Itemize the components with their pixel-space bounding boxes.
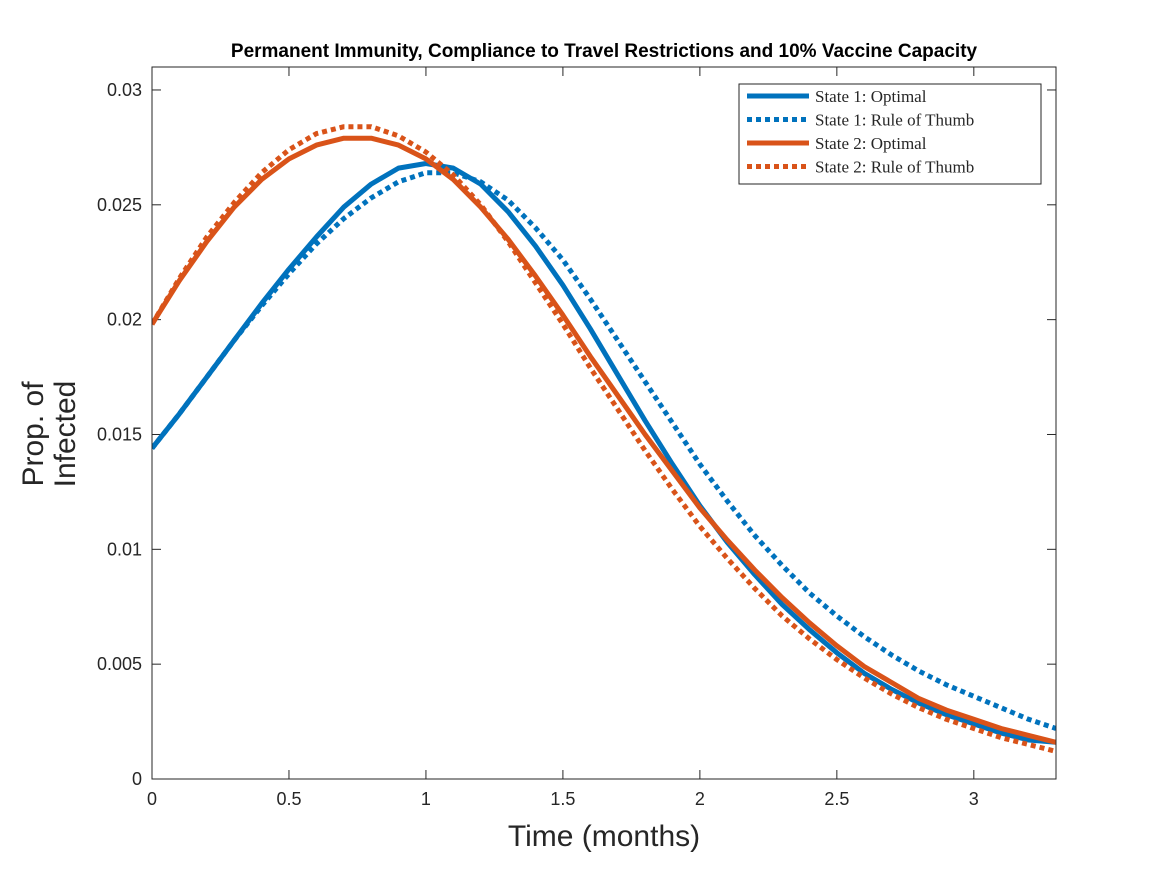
- y-tick-label: 0.015: [97, 424, 142, 444]
- legend-box: [738, 83, 1042, 185]
- axes-box: [151, 66, 1057, 780]
- series-lines: [152, 124, 1056, 754]
- chart-title: Permanent Immunity, Compliance to Travel…: [231, 41, 978, 62]
- x-tick-label: 1: [421, 789, 431, 809]
- y-axis-label-line-2: Infected: [49, 381, 82, 488]
- plot-background: [152, 67, 1056, 779]
- x-tick-label: 1.5: [550, 789, 575, 809]
- y-tick-label: 0.03: [107, 80, 142, 100]
- y-tick-label: 0.02: [107, 310, 142, 330]
- legend-label-4: State 2: Rule of Thumb: [815, 158, 974, 177]
- series-line-3: [152, 135, 1056, 745]
- axis-ticks: 0 0.5 1 1.5 2 2.5 3 0 0.005 0.01 0.015 0.02 0.025 0.0…: [97, 67, 1056, 809]
- x-tick-label: 2: [695, 789, 705, 809]
- legend-label-3: State 2: Optimal: [815, 134, 927, 153]
- y-axis-label: Prop. of Infected: [17, 381, 82, 488]
- x-tick-label: 0: [147, 789, 157, 809]
- y-tick-label: 0.005: [97, 654, 142, 674]
- x-tick-label: 3: [969, 789, 979, 809]
- y-tick-label: 0.025: [97, 195, 142, 215]
- x-tick-label: 2.5: [824, 789, 849, 809]
- x-axis-label: Time (months): [508, 820, 700, 853]
- plot-area: [152, 67, 1056, 779]
- y-tick-label: 0: [132, 769, 142, 789]
- y-tick-label: 0.01: [107, 539, 142, 559]
- series-line-1: [152, 161, 1056, 745]
- series-line-4: [152, 124, 1056, 754]
- legend-label-1: State 1: Optimal: [815, 87, 927, 106]
- series-line-2: [152, 170, 1056, 731]
- x-tick-label: 0.5: [276, 789, 301, 809]
- axes-frame: [151, 66, 1057, 780]
- y-axis-label-line-1: Prop. of: [17, 381, 50, 487]
- legend: State 1: Optimal State 1: Rule of Thumb St…: [738, 83, 1042, 185]
- legend-label-2: State 1: Rule of Thumb: [815, 111, 974, 130]
